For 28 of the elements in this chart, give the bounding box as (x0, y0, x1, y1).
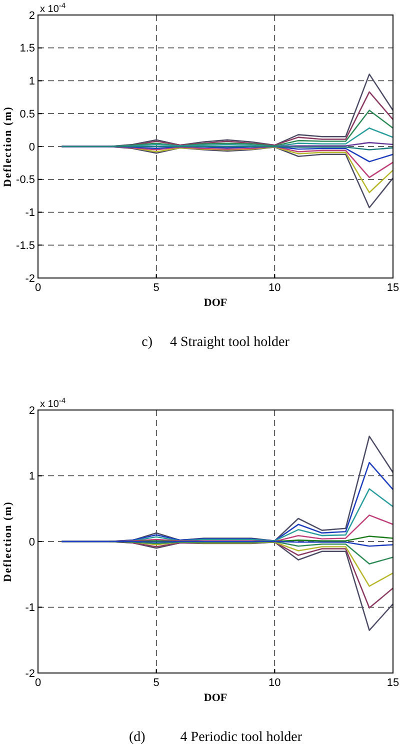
x-tick-label: 15 (386, 282, 400, 294)
y-tick-label: 1.5 (20, 42, 35, 55)
y-tick-label: -1.5 (16, 240, 35, 252)
y-tick-label: 2 (28, 10, 35, 22)
x-tick-label: 10 (268, 677, 281, 689)
y-tick-label: 0.5 (20, 108, 35, 120)
x-axis-title: DOF (204, 692, 228, 704)
y-tick-label: 1 (28, 470, 35, 483)
annotation: x 10$^{-4}$ (40, 0, 66, 15)
y-tick-label: -0.5 (16, 174, 35, 186)
x-tick-label: 10 (268, 282, 281, 294)
x-tick-label: 15 (386, 677, 400, 689)
y-tick-label: 1 (28, 76, 35, 88)
y-tick-label: 0 (28, 141, 35, 154)
x-tick-label: 5 (153, 677, 160, 689)
y-axis-title: Deflection (m) (2, 106, 14, 187)
y-tick-label: 2 (28, 404, 35, 417)
y-tick-label: 0 (28, 536, 35, 548)
text: (d) 4 Periodic tool holder (128, 730, 302, 745)
x-axis-title: DOF (204, 297, 228, 309)
y-axis-title: Deflection (m) (2, 501, 14, 582)
y-tick-label: -2 (25, 272, 35, 285)
y-tick-label: -1 (25, 602, 35, 614)
x-tick-label: 5 (153, 282, 160, 294)
annotation: x 10$^{-4}$ (40, 396, 66, 410)
y-tick-label: -2 (25, 668, 35, 680)
text: c) 4 Straight tool holder (142, 335, 290, 350)
y-tick-label: -1 (25, 207, 35, 220)
